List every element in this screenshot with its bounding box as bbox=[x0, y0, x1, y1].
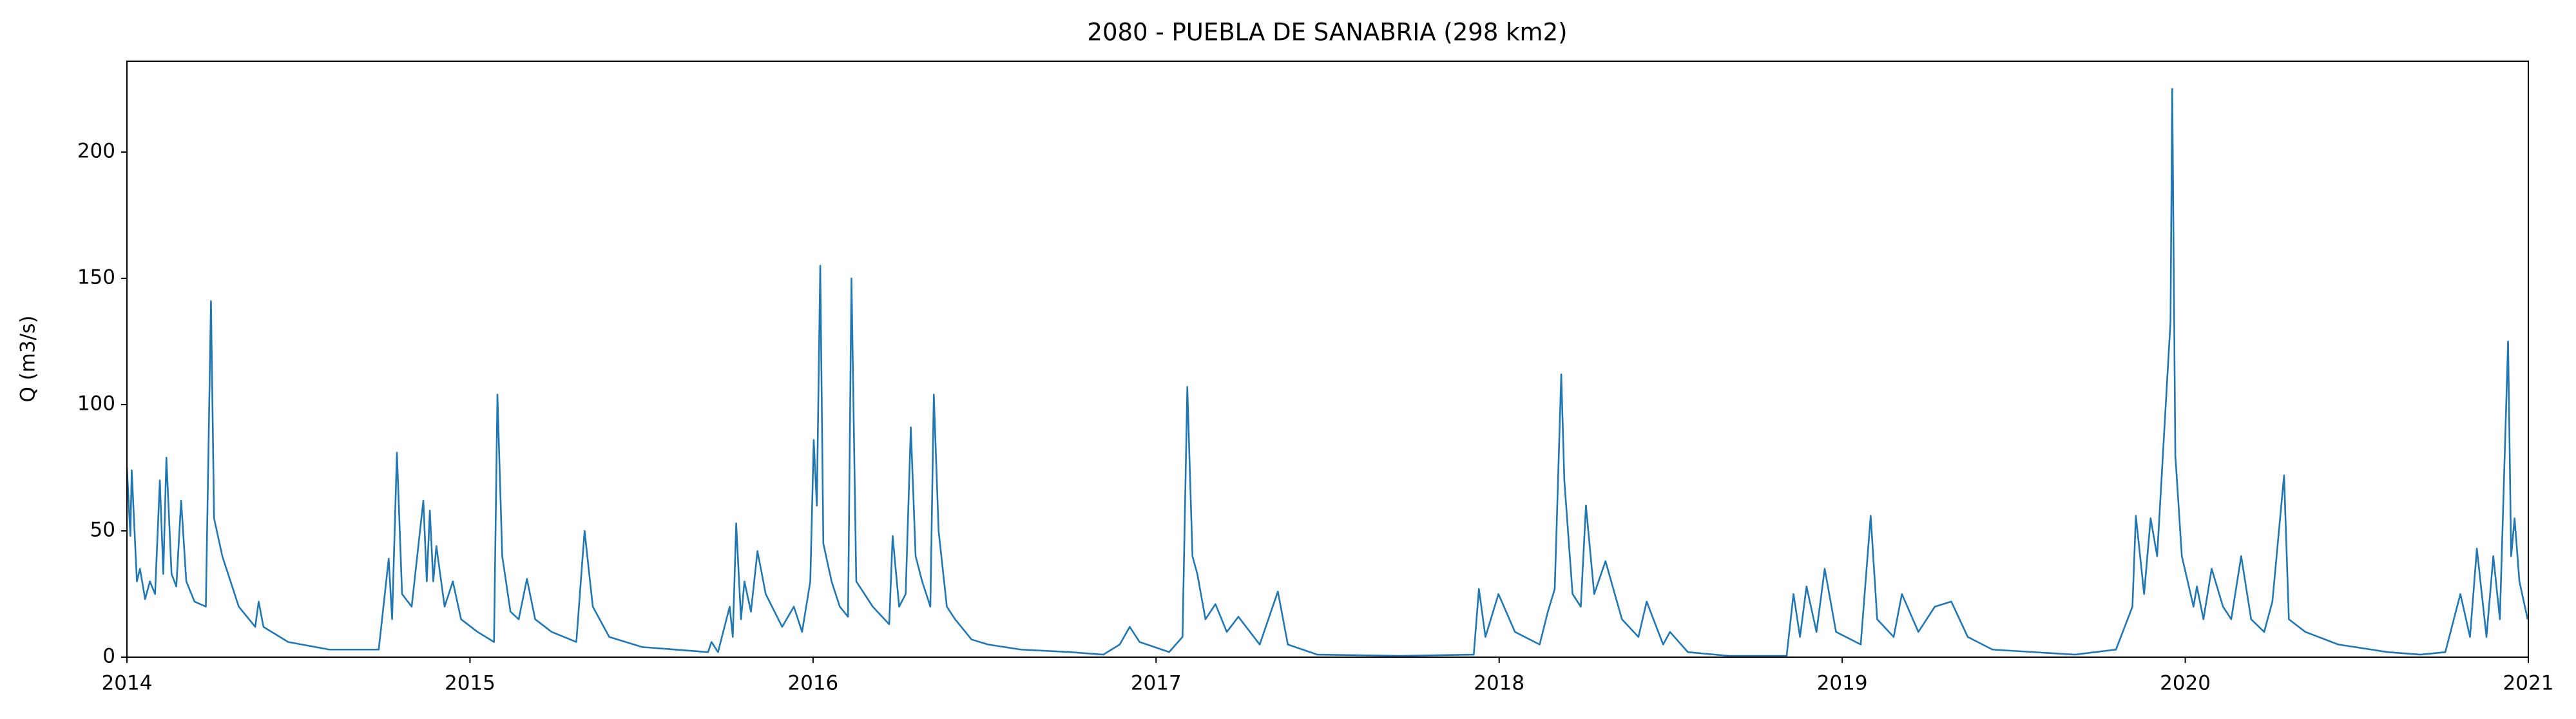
x-tick-label: 2017 bbox=[1131, 672, 1182, 695]
data-line bbox=[127, 88, 2528, 657]
y-axis-label: Q (m3/s) bbox=[17, 316, 40, 403]
x-tick-label: 2016 bbox=[787, 672, 838, 695]
x-tick-label: 2021 bbox=[2503, 672, 2554, 695]
x-tick-label: 2018 bbox=[1474, 672, 1524, 695]
chart-title: 2080 - PUEBLA DE SANABRIA (298 km2) bbox=[1087, 19, 1567, 46]
x-tick-label: 2020 bbox=[2160, 672, 2211, 695]
y-tick-label: 50 bbox=[90, 519, 115, 542]
y-tick-label: 200 bbox=[77, 140, 115, 163]
y-tick-label: 0 bbox=[102, 645, 115, 668]
x-tick-label: 2019 bbox=[1817, 672, 1868, 695]
y-tick-label: 100 bbox=[77, 392, 115, 416]
x-tick-label: 2015 bbox=[445, 672, 495, 695]
plot-frame bbox=[126, 61, 2529, 658]
x-tick-label: 2014 bbox=[102, 672, 153, 695]
y-tick-label: 150 bbox=[77, 266, 115, 289]
